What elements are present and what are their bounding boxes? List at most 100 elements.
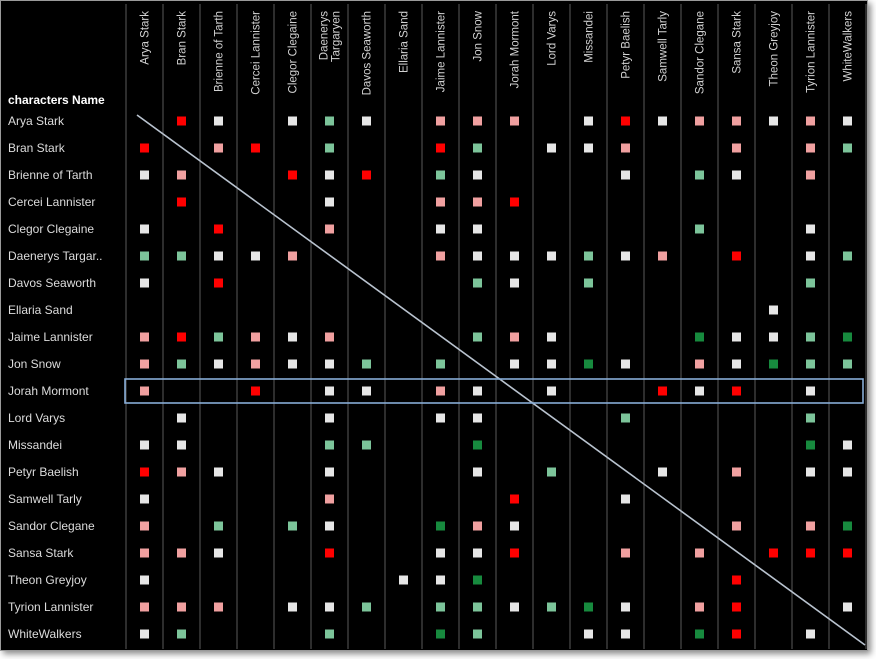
cell-mark[interactable] <box>436 116 445 126</box>
cell-mark[interactable] <box>732 359 741 369</box>
cell-mark[interactable] <box>806 548 815 558</box>
cell-mark[interactable] <box>732 386 741 396</box>
cell-mark[interactable] <box>177 116 186 126</box>
cell-mark[interactable] <box>732 332 741 342</box>
cell-mark[interactable] <box>769 116 778 126</box>
cell-mark[interactable] <box>621 629 630 639</box>
cell-mark[interactable] <box>473 278 482 288</box>
cell-mark[interactable] <box>214 224 223 234</box>
cell-mark[interactable] <box>806 332 815 342</box>
cell-mark[interactable] <box>140 386 149 396</box>
cell-mark[interactable] <box>362 116 371 126</box>
cell-mark[interactable] <box>621 116 630 126</box>
cell-mark[interactable] <box>806 413 815 423</box>
cell-mark[interactable] <box>473 521 482 531</box>
cell-mark[interactable] <box>584 143 593 153</box>
cell-mark[interactable] <box>843 440 852 450</box>
cell-mark[interactable] <box>473 602 482 612</box>
cell-mark[interactable] <box>510 548 519 558</box>
cell-mark[interactable] <box>806 386 815 396</box>
cell-mark[interactable] <box>473 440 482 450</box>
cell-mark[interactable] <box>325 494 334 504</box>
cell-mark[interactable] <box>140 602 149 612</box>
cell-mark[interactable] <box>140 575 149 585</box>
cell-mark[interactable] <box>621 602 630 612</box>
cell-mark[interactable] <box>510 251 519 261</box>
cell-mark[interactable] <box>436 629 445 639</box>
cell-mark[interactable] <box>325 602 334 612</box>
cell-mark[interactable] <box>288 521 297 531</box>
cell-mark[interactable] <box>806 278 815 288</box>
cell-mark[interactable] <box>473 251 482 261</box>
cell-mark[interactable] <box>251 332 260 342</box>
cell-mark[interactable] <box>436 359 445 369</box>
cell-mark[interactable] <box>436 170 445 180</box>
cell-mark[interactable] <box>510 116 519 126</box>
cell-mark[interactable] <box>658 467 667 477</box>
cell-mark[interactable] <box>510 332 519 342</box>
cell-mark[interactable] <box>214 521 223 531</box>
cell-mark[interactable] <box>436 413 445 423</box>
cell-mark[interactable] <box>621 251 630 261</box>
cell-mark[interactable] <box>732 602 741 612</box>
cell-mark[interactable] <box>251 386 260 396</box>
cell-mark[interactable] <box>806 224 815 234</box>
cell-mark[interactable] <box>473 143 482 153</box>
cell-mark[interactable] <box>436 521 445 531</box>
cell-mark[interactable] <box>843 602 852 612</box>
cell-mark[interactable] <box>288 359 297 369</box>
cell-mark[interactable] <box>140 143 149 153</box>
cell-mark[interactable] <box>325 386 334 396</box>
cell-mark[interactable] <box>843 116 852 126</box>
cell-mark[interactable] <box>473 548 482 558</box>
cell-mark[interactable] <box>510 359 519 369</box>
cell-mark[interactable] <box>288 116 297 126</box>
cell-mark[interactable] <box>177 602 186 612</box>
cell-mark[interactable] <box>177 413 186 423</box>
cell-mark[interactable] <box>806 116 815 126</box>
cell-mark[interactable] <box>288 332 297 342</box>
cell-mark[interactable] <box>621 548 630 558</box>
cell-mark[interactable] <box>140 170 149 180</box>
cell-mark[interactable] <box>843 251 852 261</box>
cell-mark[interactable] <box>214 332 223 342</box>
cell-mark[interactable] <box>140 278 149 288</box>
cell-mark[interactable] <box>584 251 593 261</box>
cell-mark[interactable] <box>843 548 852 558</box>
cell-mark[interactable] <box>325 548 334 558</box>
cell-mark[interactable] <box>325 359 334 369</box>
cell-mark[interactable] <box>584 629 593 639</box>
cell-mark[interactable] <box>214 143 223 153</box>
cell-mark[interactable] <box>473 467 482 477</box>
cell-mark[interactable] <box>325 467 334 477</box>
cell-mark[interactable] <box>473 386 482 396</box>
cell-mark[interactable] <box>695 548 704 558</box>
cell-mark[interactable] <box>732 467 741 477</box>
cell-mark[interactable] <box>251 143 260 153</box>
cell-mark[interactable] <box>140 440 149 450</box>
cell-mark[interactable] <box>325 170 334 180</box>
cell-mark[interactable] <box>843 521 852 531</box>
cell-mark[interactable] <box>473 224 482 234</box>
cell-mark[interactable] <box>547 467 556 477</box>
cell-mark[interactable] <box>732 251 741 261</box>
cell-mark[interactable] <box>769 548 778 558</box>
cell-mark[interactable] <box>806 629 815 639</box>
cell-mark[interactable] <box>547 602 556 612</box>
cell-mark[interactable] <box>140 521 149 531</box>
cell-mark[interactable] <box>547 386 556 396</box>
cell-mark[interactable] <box>732 629 741 639</box>
cell-mark[interactable] <box>806 143 815 153</box>
cell-mark[interactable] <box>547 143 556 153</box>
cell-mark[interactable] <box>510 602 519 612</box>
cell-mark[interactable] <box>288 170 297 180</box>
cell-mark[interactable] <box>806 251 815 261</box>
cell-mark[interactable] <box>732 521 741 531</box>
cell-mark[interactable] <box>473 575 482 585</box>
cell-mark[interactable] <box>732 170 741 180</box>
cell-mark[interactable] <box>251 251 260 261</box>
cell-mark[interactable] <box>695 359 704 369</box>
cell-mark[interactable] <box>621 143 630 153</box>
cell-mark[interactable] <box>214 278 223 288</box>
cell-mark[interactable] <box>288 251 297 261</box>
